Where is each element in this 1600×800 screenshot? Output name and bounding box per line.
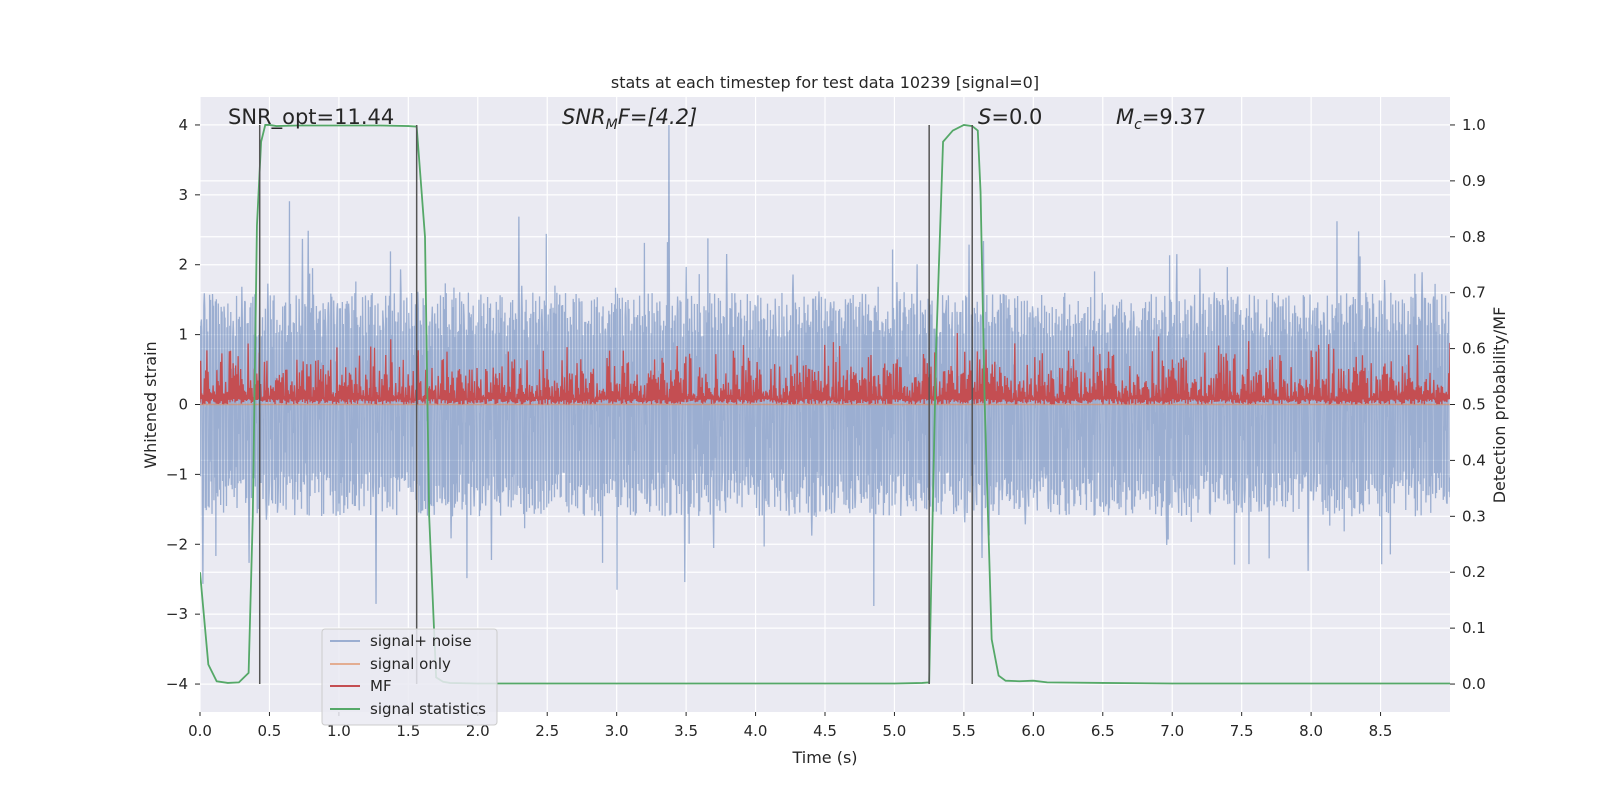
annotation-mc-label: M bbox=[1116, 105, 1134, 129]
y-tick-label: 1 bbox=[178, 326, 188, 344]
annotation-snr-mf-rest: F=[4.2] bbox=[618, 105, 697, 129]
y-right-axis-ticks: 1.0 0.9 0.8 0.7 0.6 0.5 0.4 0.3 0.2 0.1 0.0 bbox=[1450, 116, 1486, 693]
x-tick-label: 4.0 bbox=[744, 722, 768, 740]
y-tick-label: −1 bbox=[166, 465, 188, 483]
y-right-tick-label: 0.6 bbox=[1462, 340, 1486, 358]
x-tick-label: 1.5 bbox=[396, 722, 420, 740]
annotation-snr-mf: SNRMF=[4.2] bbox=[562, 105, 697, 133]
y-right-tick-label: 0.2 bbox=[1462, 563, 1486, 581]
annotation-s-label: S bbox=[978, 105, 991, 129]
x-tick-label: 2.0 bbox=[466, 722, 490, 740]
x-tick-label: 0.0 bbox=[188, 722, 212, 740]
x-tick-label: 6.0 bbox=[1021, 722, 1045, 740]
x-tick-label: 3.5 bbox=[674, 722, 698, 740]
y-right-tick-label: 0.9 bbox=[1462, 172, 1486, 190]
y-tick-label: 0 bbox=[178, 396, 188, 414]
legend: signal+ noise signal only MF signal stat… bbox=[321, 628, 498, 726]
y-tick-label: 3 bbox=[178, 186, 188, 204]
y-tick-label: −2 bbox=[166, 535, 188, 553]
x-tick-label: 8.5 bbox=[1369, 722, 1393, 740]
x-tick-label: 5.0 bbox=[883, 722, 907, 740]
legend-label-signal-noise: signal+ noise bbox=[370, 632, 472, 650]
y-right-tick-label: 0.4 bbox=[1462, 451, 1486, 469]
annotation-mc-rest: =9.37 bbox=[1142, 105, 1206, 129]
y-axis-ticks: 4 3 2 1 0 −1 −2 −3 −4 bbox=[166, 116, 200, 693]
annotation-snr-mf-sub: M bbox=[606, 117, 618, 133]
x-axis-label: Time (s) bbox=[791, 748, 857, 767]
x-tick-label: 5.5 bbox=[952, 722, 976, 740]
chart-title: stats at each timestep for test data 102… bbox=[611, 73, 1039, 92]
y-right-tick-label: 0.1 bbox=[1462, 619, 1486, 637]
legend-box bbox=[321, 628, 498, 726]
x-tick-label: 7.5 bbox=[1230, 722, 1254, 740]
annotation-s-rest: =0.0 bbox=[991, 105, 1042, 129]
legend-label-signal-statistics: signal statistics bbox=[370, 700, 486, 718]
x-axis-ticks: 0.0 0.5 1.0 1.5 2.0 2.5 3.0 3.5 4.0 4.5 5.0 5.5 6.0 6… bbox=[188, 712, 1392, 740]
annotation-snr-mf-label: SNR bbox=[562, 105, 606, 129]
annotation-mc-sub: c bbox=[1134, 117, 1142, 133]
annotation-mc: Mc=9.37 bbox=[1116, 105, 1206, 133]
x-tick-label: 4.5 bbox=[813, 722, 837, 740]
y-right-tick-label: 0.3 bbox=[1462, 507, 1486, 525]
annotation-snr-opt: SNR_opt=11.44 bbox=[228, 105, 394, 130]
series-mf bbox=[200, 332, 1450, 405]
y-tick-label: −3 bbox=[166, 605, 188, 623]
y-tick-label: 4 bbox=[178, 116, 188, 134]
vertical-markers bbox=[258, 124, 973, 685]
legend-label-signal-only: signal only bbox=[370, 655, 451, 673]
y-axis-label: Whitened strain bbox=[141, 341, 160, 468]
x-tick-label: 0.5 bbox=[258, 722, 282, 740]
x-tick-label: 6.5 bbox=[1091, 722, 1115, 740]
plot-area bbox=[200, 124, 1450, 685]
x-tick-label: 2.5 bbox=[535, 722, 559, 740]
y-right-tick-label: 0.5 bbox=[1462, 396, 1486, 414]
annotation-s: S=0.0 bbox=[978, 105, 1042, 129]
y-right-tick-label: 1.0 bbox=[1462, 116, 1486, 134]
x-tick-label: 7.0 bbox=[1160, 722, 1184, 740]
y-right-tick-label: 0.0 bbox=[1462, 675, 1486, 693]
y-right-tick-label: 0.7 bbox=[1462, 284, 1486, 302]
x-tick-label: 8.0 bbox=[1299, 722, 1323, 740]
x-tick-label: 3.0 bbox=[605, 722, 629, 740]
y-right-axis-label: Detection probability/MF bbox=[1490, 307, 1509, 504]
y-right-tick-label: 0.8 bbox=[1462, 228, 1486, 246]
y-tick-label: 2 bbox=[178, 256, 188, 274]
y-tick-label: −4 bbox=[166, 675, 188, 693]
x-tick-label: 1.0 bbox=[327, 722, 351, 740]
legend-label-mf: MF bbox=[370, 677, 392, 695]
